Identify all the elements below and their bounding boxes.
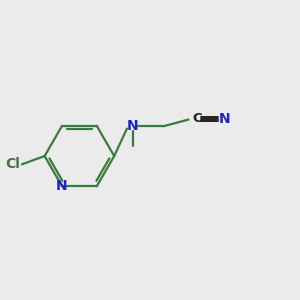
Text: N: N bbox=[56, 179, 68, 193]
Text: N: N bbox=[219, 112, 230, 126]
Text: Cl: Cl bbox=[5, 157, 20, 171]
Text: C: C bbox=[192, 112, 202, 125]
Text: N: N bbox=[127, 119, 139, 133]
